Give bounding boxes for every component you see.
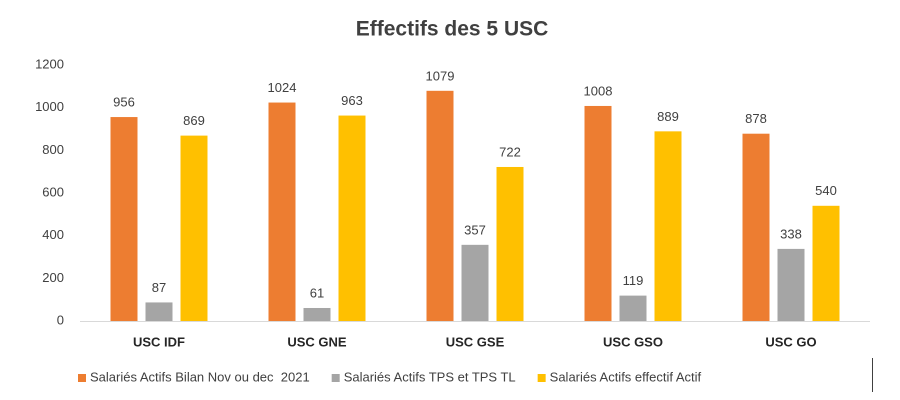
bar bbox=[496, 166, 524, 321]
y-tick-label: 800 bbox=[42, 142, 64, 157]
legend-swatch bbox=[78, 374, 86, 382]
bar bbox=[268, 102, 296, 322]
data-label: 956 bbox=[113, 94, 135, 109]
bar bbox=[338, 115, 366, 321]
legend-label: Salariés Actifs Bilan Nov ou dec 2021 bbox=[90, 369, 310, 384]
data-label: 1008 bbox=[584, 83, 613, 98]
data-label: 540 bbox=[815, 183, 837, 198]
bar bbox=[110, 117, 138, 321]
data-label: 878 bbox=[745, 111, 767, 126]
x-tick-label: USC GO bbox=[765, 334, 816, 349]
bar bbox=[145, 302, 173, 321]
data-label: 869 bbox=[183, 113, 205, 128]
chart-title: Effectifs des 5 USC bbox=[356, 18, 549, 41]
data-label: 722 bbox=[499, 144, 521, 159]
bar bbox=[654, 131, 682, 321]
bar bbox=[777, 248, 805, 321]
y-tick-label: 200 bbox=[42, 270, 64, 285]
data-label: 1024 bbox=[268, 80, 297, 95]
data-label: 889 bbox=[657, 109, 679, 124]
x-tick-label: USC GSE bbox=[446, 334, 505, 349]
legend-swatch bbox=[537, 374, 546, 382]
x-tick-label: USC GNE bbox=[287, 334, 347, 349]
y-tick-label: 400 bbox=[42, 227, 64, 242]
bar bbox=[584, 105, 612, 322]
bar bbox=[180, 135, 208, 321]
legend-label: Salariés Actifs TPS et TPS TL bbox=[344, 369, 516, 384]
data-label: 61 bbox=[310, 285, 324, 300]
data-label: 1079 bbox=[426, 68, 455, 83]
data-label: 119 bbox=[623, 273, 644, 288]
y-tick-label: 600 bbox=[42, 184, 64, 199]
bar bbox=[461, 244, 489, 321]
data-label: 338 bbox=[780, 226, 802, 241]
y-tick-label: 0 bbox=[57, 312, 64, 327]
legend-swatch bbox=[331, 374, 340, 382]
data-label: 963 bbox=[341, 93, 363, 108]
y-tick-label: 1000 bbox=[35, 99, 64, 114]
bar bbox=[303, 307, 331, 321]
bar bbox=[742, 133, 770, 321]
legend-label: Salariés Actifs effectif Actif bbox=[550, 369, 702, 384]
x-tick-label: USC GSO bbox=[603, 334, 663, 349]
bar bbox=[619, 295, 647, 321]
x-tick-label: USC IDF bbox=[133, 334, 185, 349]
y-tick-label: 1200 bbox=[35, 56, 64, 71]
bar bbox=[426, 90, 454, 322]
data-label: 357 bbox=[464, 222, 486, 237]
data-label: 87 bbox=[152, 280, 166, 295]
bar bbox=[812, 205, 840, 321]
